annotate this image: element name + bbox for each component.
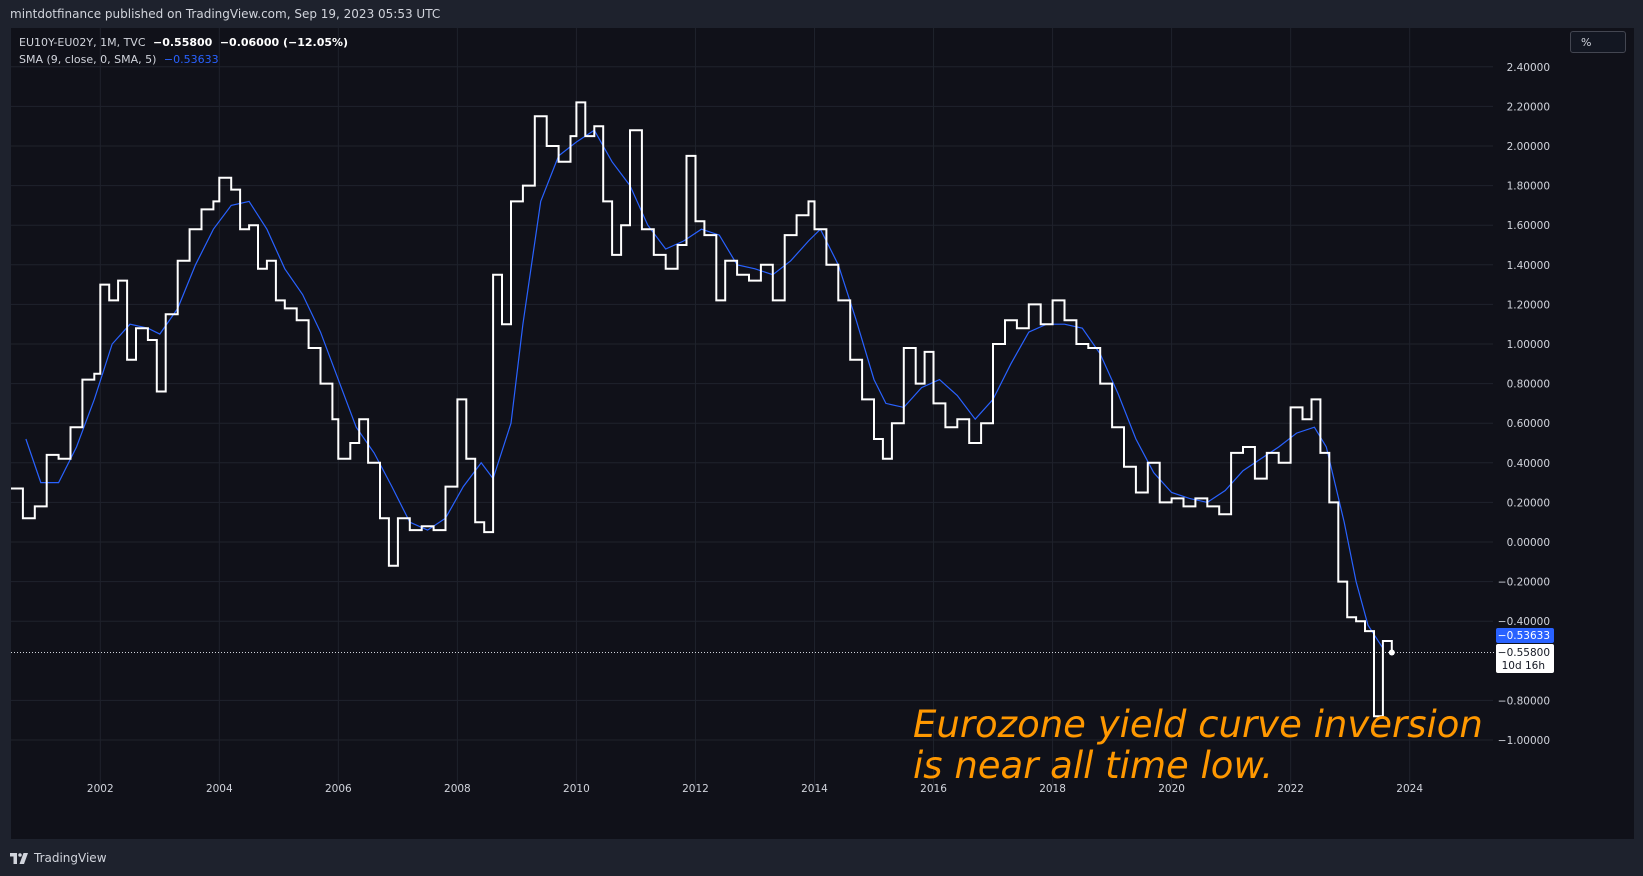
sma-legend-value: −0.53633 [163,53,219,66]
x-tick-label: 2012 [682,783,709,795]
annotation-line-2: is near all time low. [913,744,1274,787]
tradingview-brand: TradingView [34,851,107,865]
tradingview-logo-icon [10,852,28,864]
y-tick-label: 1.60000 [1507,220,1550,232]
y-tick-label: 1.20000 [1507,299,1550,311]
y-tick-label: 1.40000 [1507,260,1550,272]
y-tick-label: −0.40000 [1498,616,1550,628]
y-tick-label: −1.00000 [1498,735,1550,747]
x-tick-label: 2016 [920,783,947,795]
last-tag-label: −0.55800 [1498,647,1550,659]
y-tick-label: 0.00000 [1507,537,1550,549]
y-tick-label: 0.80000 [1507,379,1550,391]
y-tick-label: 0.60000 [1507,418,1550,430]
x-tick-label: 2004 [206,783,233,795]
grid-lines [11,28,1493,788]
annotation-line-1: Eurozone yield curve inversion [913,703,1483,746]
price-line [11,101,1393,718]
y-tick-label: 2.20000 [1507,101,1550,113]
y-tick-label: 2.40000 [1507,62,1550,74]
x-tick-label: 2022 [1277,783,1304,795]
y-axis: 2.40000 2.20000 2.00000 1.80000 1.60000 1.400… [1498,62,1550,747]
legend-last: −0.55800 [153,36,213,49]
sma-price-tag: −0.53633 [1496,628,1554,643]
legend: EU10Y-EU02Y, 1M, TVC −0.55800 −0.06000 (… [19,34,352,68]
sma-tag-label: −0.53633 [1498,630,1550,642]
last-price-tag: −0.55800 10d 16h [1496,644,1554,673]
x-tick-label: 2010 [563,783,590,795]
y-tick-label: 0.20000 [1507,497,1550,509]
main-series-legend[interactable]: EU10Y-EU02Y, 1M, TVC −0.55800 −0.06000 (… [19,34,352,51]
x-axis: 2002 2004 2006 2008 2010 2012 2014 2016 2018 2020… [87,783,1423,795]
chart-area[interactable]: 2.40000 2.20000 2.00000 1.80000 1.60000 1.400… [11,28,1634,839]
tradingview-logo[interactable]: TradingView [10,851,107,865]
x-tick-label: 2014 [801,783,828,795]
sma-legend[interactable]: SMA (9, close, 0, SMA, 5) −0.53633 [19,51,352,68]
y-tick-label: 1.00000 [1507,339,1550,351]
y-tick-label: −0.80000 [1498,695,1550,707]
y-tick-label: 1.80000 [1507,181,1550,193]
x-tick-label: 2002 [87,783,114,795]
unit-button[interactable]: % [1570,31,1626,53]
y-tick-label: −0.20000 [1498,577,1550,589]
last-price-dot [1388,649,1395,656]
bottom-bar: TradingView [0,839,1643,876]
x-tick-label: 2024 [1396,783,1423,795]
annotation-text[interactable]: Eurozone yield curve inversion is near a… [913,704,1483,786]
y-tick-label: 0.40000 [1507,458,1550,470]
x-tick-label: 2006 [325,783,352,795]
publisher-text: mintdotfinance published on TradingView.… [10,7,441,21]
legend-symbol: EU10Y-EU02Y, 1M, TVC [19,36,146,49]
x-tick-label: 2008 [444,783,471,795]
top-bar: mintdotfinance published on TradingView.… [0,0,1643,28]
y-tick-label: 2.00000 [1507,141,1550,153]
chart-canvas[interactable]: 2.40000 2.20000 2.00000 1.80000 1.60000 1.400… [11,28,1634,839]
countdown-label: 10d 16h [1502,660,1545,672]
x-tick-label: 2018 [1039,783,1066,795]
sma-legend-label: SMA (9, close, 0, SMA, 5) [19,53,157,66]
x-tick-label: 2020 [1158,783,1185,795]
legend-change: −0.06000 (−12.05%) [219,36,349,49]
sma-line [25,129,1384,649]
